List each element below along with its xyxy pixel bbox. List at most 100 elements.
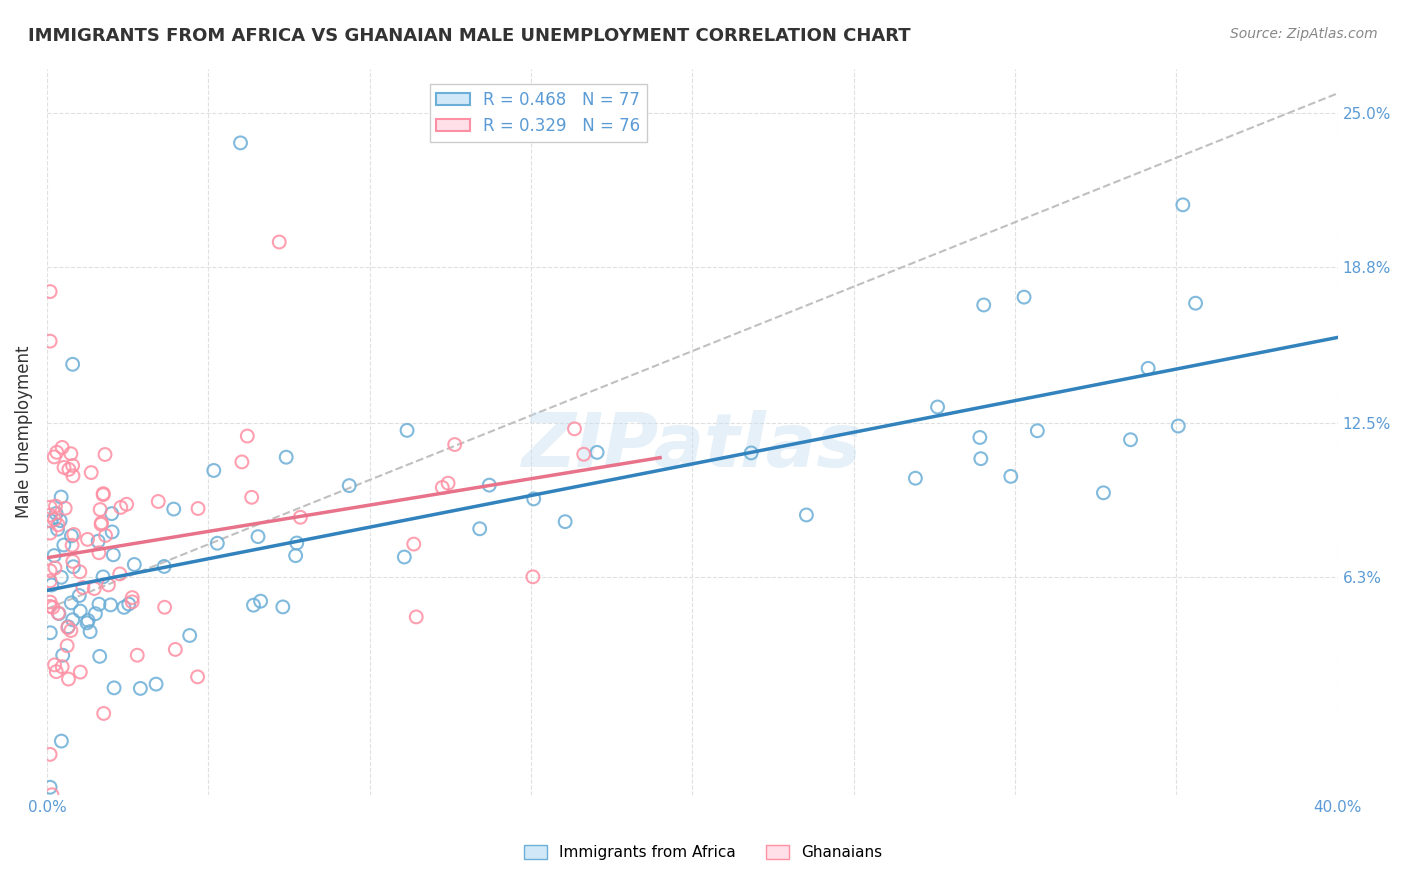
Point (48, 607, 70, 621)
Point (1171, 198, 1194, 212)
Point (91, 488, 114, 502)
Point (44, 657, 66, 672)
Point (39, 514, 62, 528)
Point (522, 570, 544, 584)
Point (202, 463, 225, 477)
Point (39, 625, 62, 640)
Point (94, 528, 117, 542)
Point (118, 597, 141, 611)
Point (56, 620, 79, 634)
Point (443, 437, 465, 451)
Point (236, 429, 259, 443)
Point (62, 613, 84, 627)
Point (80, 466, 103, 480)
Point (90, 516, 112, 530)
Point (927, 400, 949, 414)
Point (231, 455, 253, 469)
Point (93, 706, 115, 721)
Point (437, 476, 460, 491)
Point (127, 648, 149, 663)
Point (94, 448, 117, 462)
Point (432, 480, 454, 494)
Point (77, 614, 100, 628)
Point (42, 600, 65, 615)
Point (41, 578, 63, 592)
Point (271, 599, 294, 614)
Point (103, 548, 125, 562)
Point (62, 357, 84, 371)
Point (58, 672, 80, 686)
Point (179, 628, 201, 642)
Point (39, 508, 62, 523)
Point (87, 597, 110, 611)
Point (41, 788, 63, 802)
Point (76, 615, 98, 630)
Point (115, 497, 138, 511)
Point (904, 471, 927, 485)
Point (187, 670, 209, 684)
Text: Source: ZipAtlas.com: Source: ZipAtlas.com (1230, 27, 1378, 41)
Point (56, 621, 79, 635)
Point (53, 460, 76, 475)
Point (290, 510, 312, 524)
Point (39, 526, 62, 541)
Point (97, 578, 120, 592)
Point (1167, 419, 1189, 434)
Point (62, 554, 84, 568)
Point (285, 536, 308, 550)
Point (1119, 433, 1142, 447)
Point (564, 422, 586, 436)
Point (39, 574, 62, 588)
Point (121, 591, 143, 605)
Point (89, 649, 111, 664)
Point (1184, 296, 1206, 310)
Point (110, 500, 132, 515)
Point (112, 600, 135, 615)
Point (1012, 290, 1035, 304)
Point (91, 486, 114, 500)
Point (163, 502, 186, 516)
Point (970, 451, 993, 466)
Point (468, 522, 491, 536)
Point (148, 494, 170, 508)
Point (46, 522, 69, 536)
Point (478, 478, 501, 492)
Point (91, 570, 114, 584)
Point (62, 527, 84, 541)
Point (145, 677, 167, 691)
Point (100, 598, 122, 612)
Text: ZIPatlas: ZIPatlas (522, 409, 862, 483)
Point (101, 524, 124, 539)
Point (76, 533, 98, 547)
Point (52, 538, 75, 552)
Text: IMMIGRANTS FROM AFRICA VS GHANAIAN MALE UNEMPLOYMENT CORRELATION CHART: IMMIGRANTS FROM AFRICA VS GHANAIAN MALE … (28, 27, 911, 45)
Point (69, 665, 91, 679)
Point (60, 596, 83, 610)
Point (39, 780, 62, 795)
Legend: Immigrants from Africa, Ghanaians: Immigrants from Africa, Ghanaians (517, 839, 889, 866)
Point (44, 549, 66, 563)
Point (39, 747, 62, 762)
Point (165, 642, 187, 657)
Point (59, 624, 82, 638)
Point (52, 648, 75, 663)
Point (51, 441, 73, 455)
Point (572, 447, 595, 461)
Point (44, 450, 66, 464)
Point (45, 445, 67, 459)
Point (796, 508, 818, 522)
Point (60, 538, 83, 552)
Point (337, 478, 360, 492)
Point (108, 566, 131, 581)
Point (124, 558, 146, 572)
Point (39, 334, 62, 348)
Point (87, 534, 110, 549)
Point (79, 624, 101, 639)
Point (103, 681, 125, 695)
Legend: R = 0.468   N = 77, R = 0.329   N = 76: R = 0.468 N = 77, R = 0.329 N = 76 (430, 84, 647, 142)
Point (49, 514, 72, 528)
Point (554, 515, 576, 529)
Point (69, 565, 91, 579)
Point (396, 423, 419, 437)
Point (53, 501, 76, 516)
